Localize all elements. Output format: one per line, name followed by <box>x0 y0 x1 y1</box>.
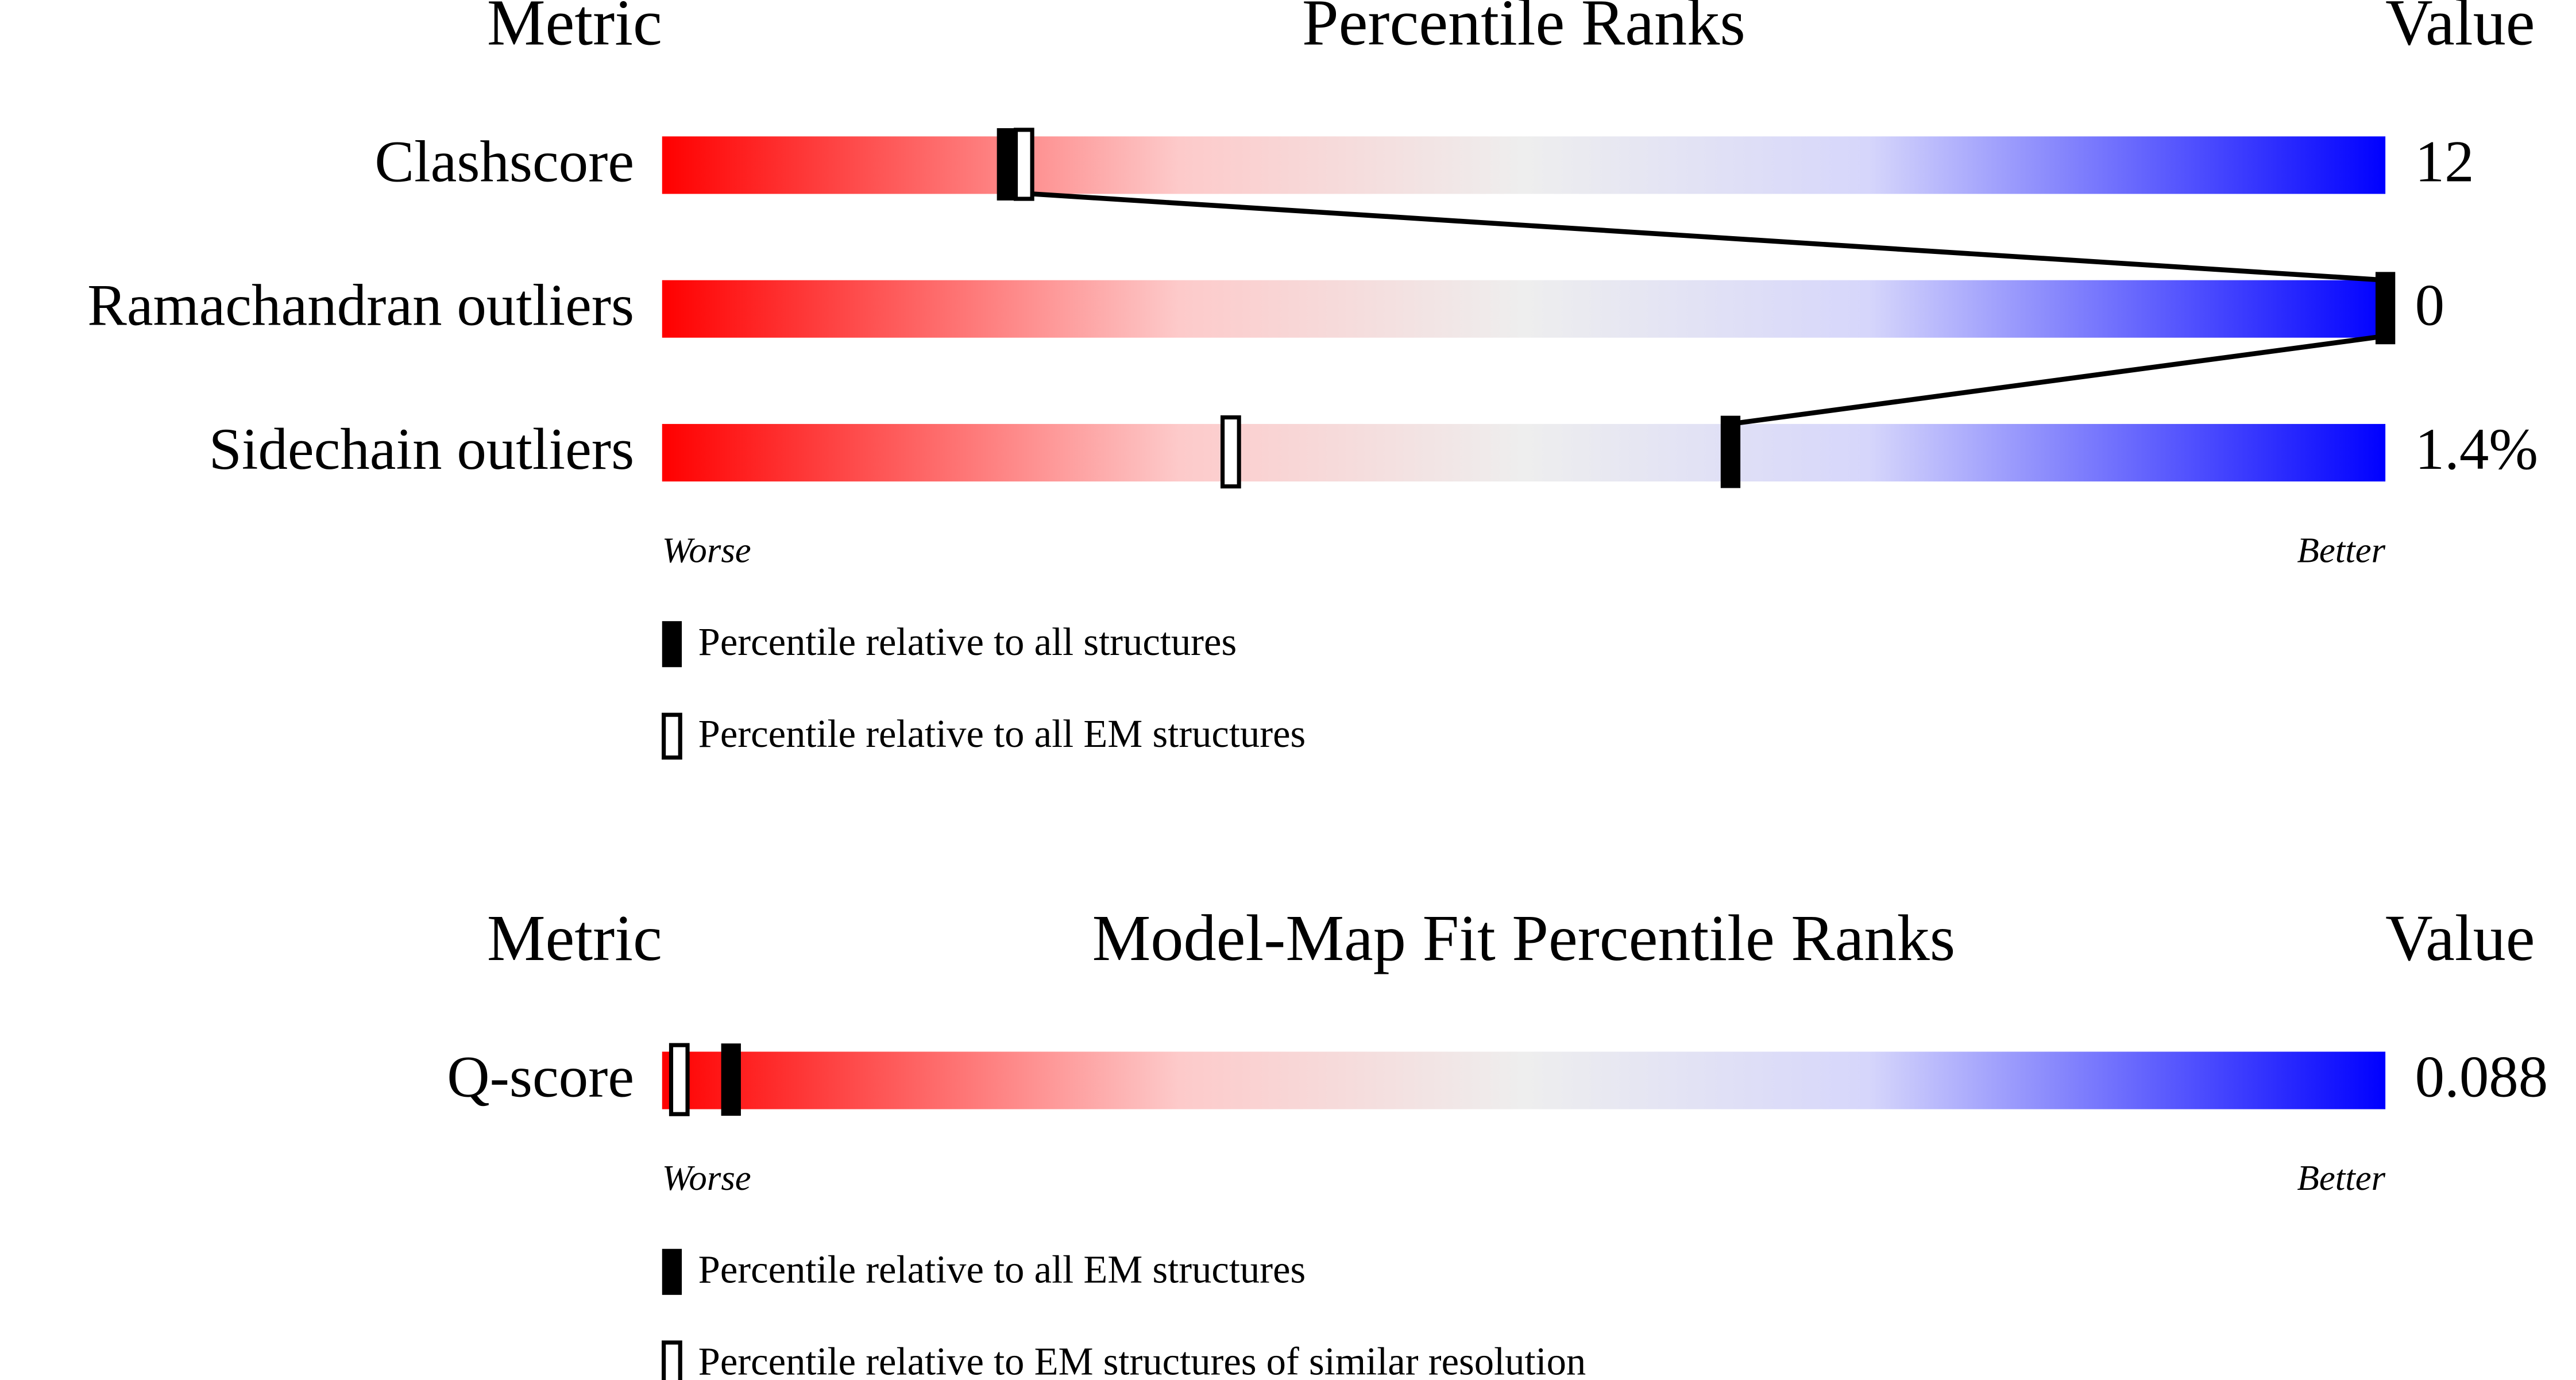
legend-solid-icon <box>662 621 682 668</box>
header-metric: Metric <box>487 901 662 974</box>
worse-label: Worse <box>662 530 751 570</box>
metric-label: Q-score <box>447 1044 634 1109</box>
percentile-bar <box>662 1051 2386 1109</box>
better-label: Better <box>2297 530 2385 570</box>
connector <box>1006 190 2386 283</box>
metric-label: Ramachandran outliers <box>87 273 634 338</box>
header-metric: Metric <box>487 0 662 59</box>
better-label: Better <box>2297 1158 2385 1198</box>
legend-solid: Percentile relative to all structures <box>698 620 1237 664</box>
solid-marker <box>997 128 1017 201</box>
legend-open: Percentile relative to EM structures of … <box>698 1340 1586 1380</box>
legend-solid: Percentile relative to all EM structures <box>698 1247 1306 1291</box>
open-marker <box>1013 128 1034 201</box>
metric-value: 1.4% <box>2415 417 2538 482</box>
metric-value: 12 <box>2415 129 2474 194</box>
open-marker <box>669 1043 690 1116</box>
header-value: Value <box>2385 901 2535 974</box>
metric-value: 0 <box>2415 273 2444 338</box>
worse-label: Worse <box>662 1158 751 1198</box>
metric-value: 0.088 <box>2415 1044 2548 1109</box>
percentile-bar <box>662 136 2386 194</box>
metric-label: Clashscore <box>374 129 634 194</box>
open-marker <box>1221 415 1241 489</box>
solid-marker <box>2375 272 2396 345</box>
header-title: Percentile Ranks <box>1302 0 1745 59</box>
solid-marker <box>721 1043 741 1116</box>
metric-label: Sidechain outliers <box>209 417 635 482</box>
header-title: Model-Map Fit Percentile Ranks <box>1092 901 1956 974</box>
percentile-bar <box>662 423 2386 482</box>
legend-solid-icon <box>662 1248 682 1295</box>
legend-open: Percentile relative to all EM structures <box>698 712 1306 755</box>
percentile-bar <box>662 280 2386 338</box>
legend-open-icon <box>662 1340 682 1380</box>
header-value: Value <box>2385 0 2535 59</box>
connector <box>1730 333 2386 427</box>
solid-marker <box>1720 415 1741 488</box>
legend-open-icon <box>662 712 682 760</box>
